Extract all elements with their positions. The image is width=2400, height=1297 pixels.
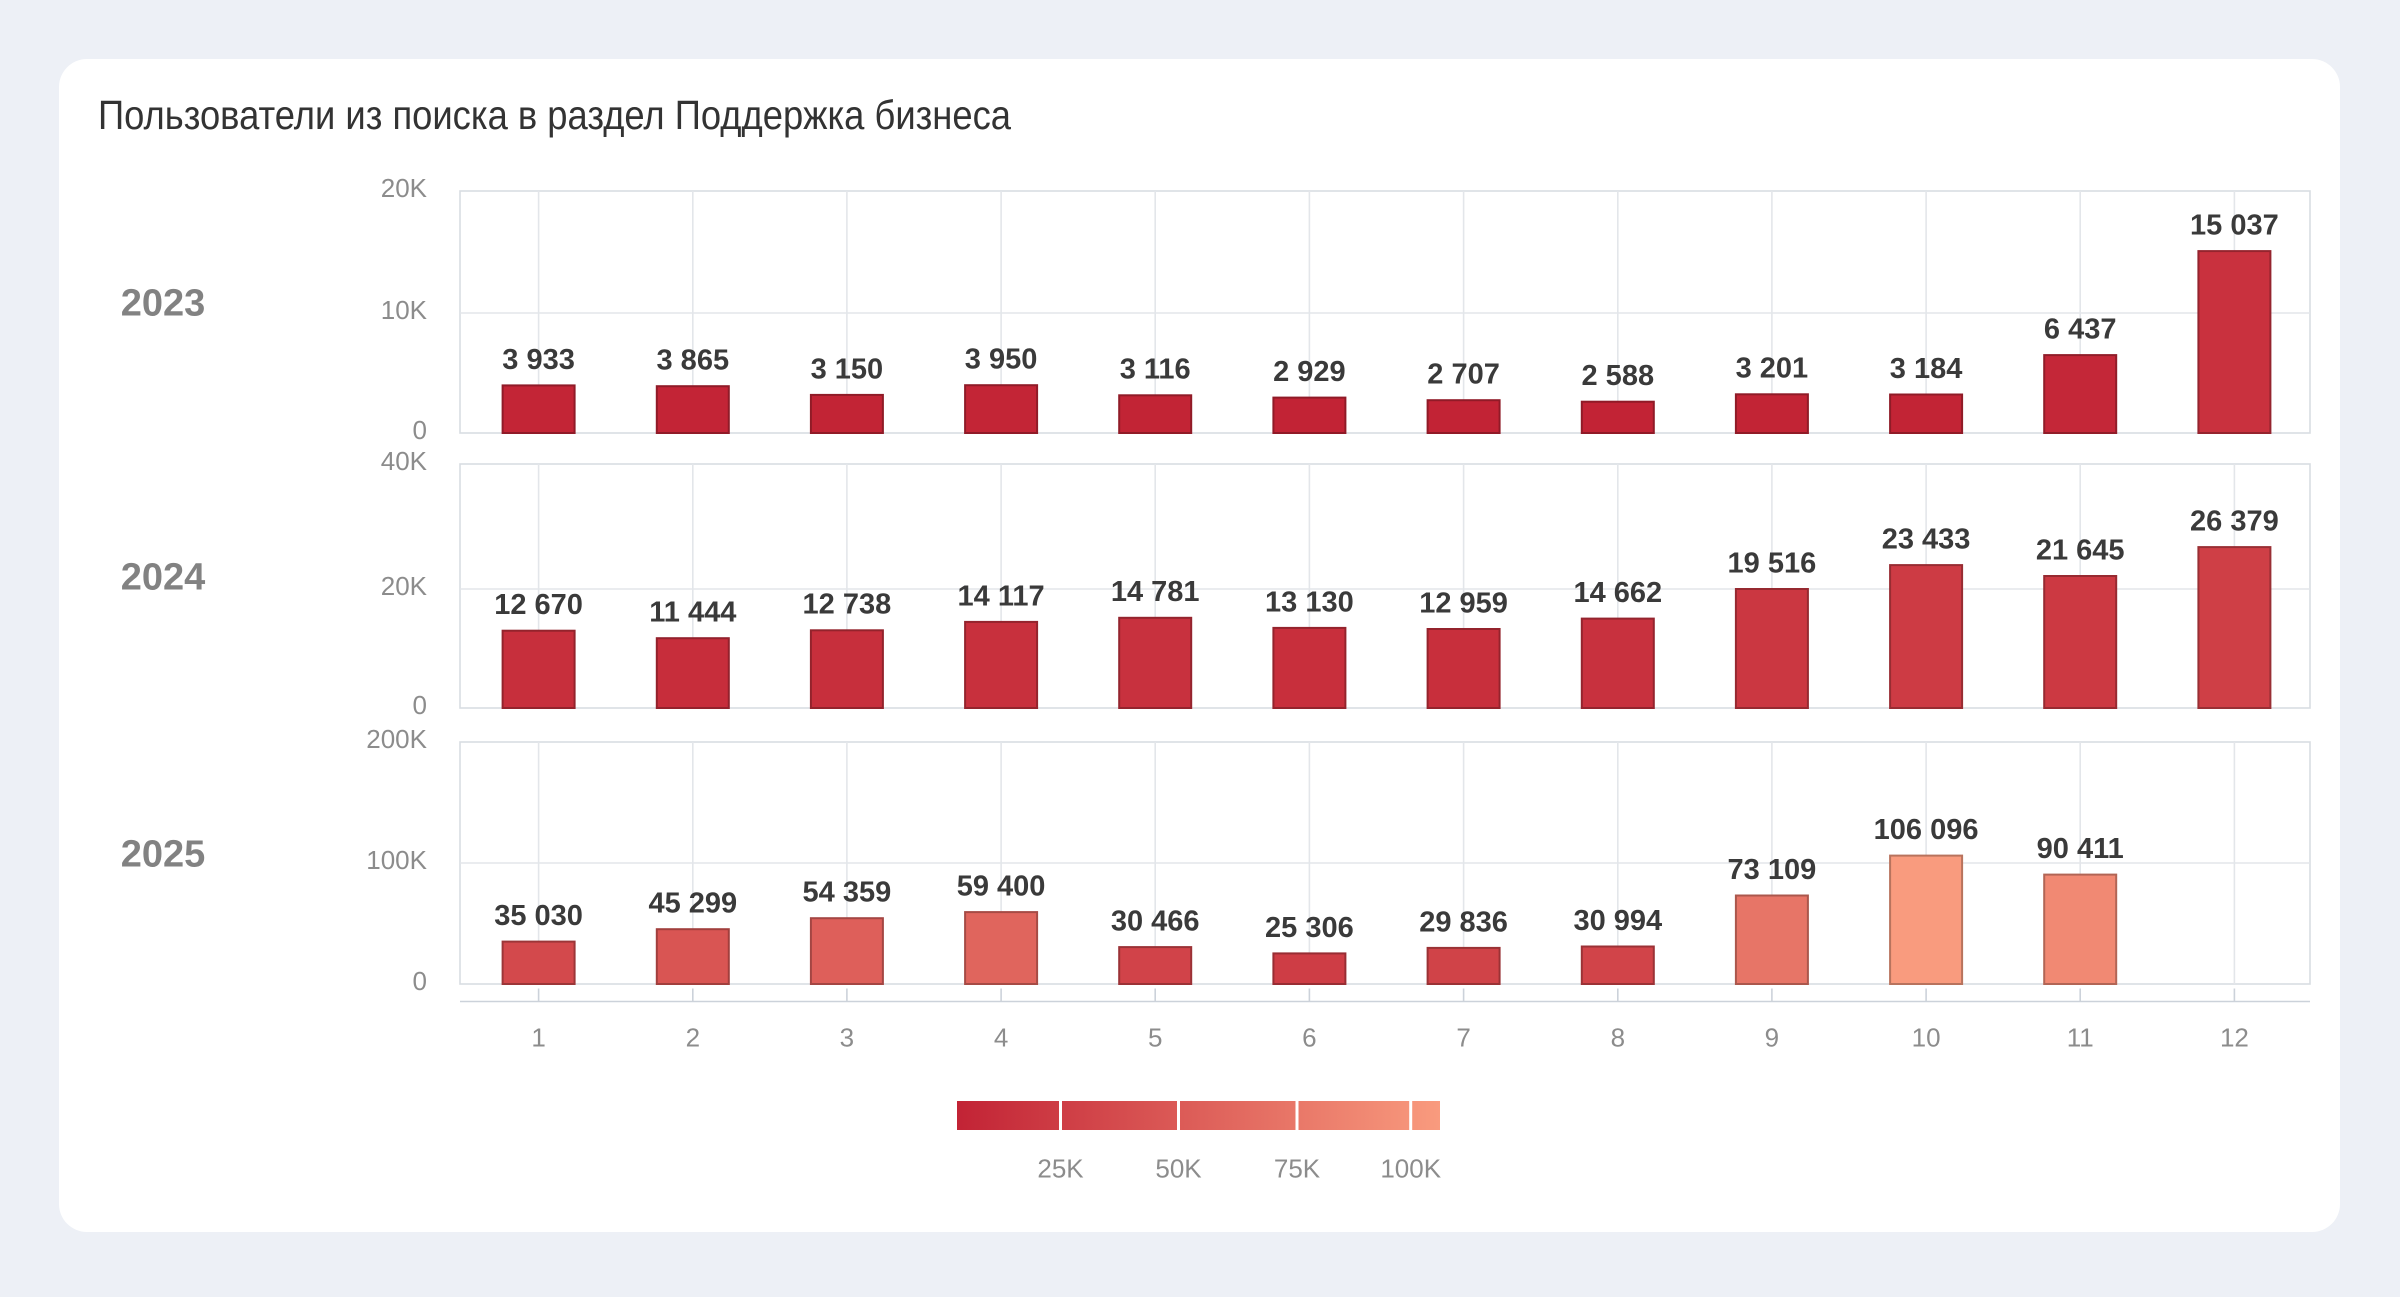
svg-text:90 411: 90 411 [2037, 833, 2124, 865]
svg-text:45 299: 45 299 [648, 888, 737, 920]
svg-text:100K: 100K [1380, 1153, 1441, 1183]
svg-text:3 201: 3 201 [1736, 353, 1809, 385]
svg-text:2023: 2023 [121, 283, 206, 325]
svg-text:100K: 100K [366, 845, 427, 875]
svg-text:4: 4 [994, 1022, 1008, 1052]
svg-text:2: 2 [686, 1022, 700, 1052]
svg-text:25 306: 25 306 [1265, 912, 1354, 944]
svg-text:0: 0 [413, 690, 427, 720]
svg-text:14 781: 14 781 [1111, 576, 1200, 608]
svg-text:21 645: 21 645 [2036, 534, 2125, 566]
svg-text:3 150: 3 150 [811, 353, 884, 385]
svg-text:12 670: 12 670 [494, 589, 583, 621]
svg-text:2025: 2025 [121, 834, 206, 876]
svg-text:29 836: 29 836 [1419, 906, 1508, 938]
svg-text:54 359: 54 359 [803, 877, 892, 909]
svg-text:13 130: 13 130 [1265, 586, 1354, 618]
svg-text:12 738: 12 738 [803, 589, 892, 621]
svg-text:12 959: 12 959 [1419, 587, 1508, 619]
svg-text:30 466: 30 466 [1111, 906, 1200, 938]
svg-text:25K: 25K [1037, 1153, 1084, 1183]
svg-text:59 400: 59 400 [957, 871, 1046, 903]
svg-text:20K: 20K [381, 173, 428, 203]
svg-text:40K: 40K [381, 446, 428, 476]
svg-text:8: 8 [1611, 1022, 1625, 1052]
svg-text:10: 10 [1912, 1022, 1941, 1052]
svg-text:106 096: 106 096 [1874, 814, 1979, 846]
svg-text:23 433: 23 433 [1882, 524, 1971, 556]
svg-text:14 117: 14 117 [958, 580, 1045, 612]
svg-text:73 109: 73 109 [1728, 854, 1817, 886]
svg-text:50K: 50K [1155, 1153, 1202, 1183]
svg-text:1: 1 [531, 1022, 545, 1052]
svg-text:14 662: 14 662 [1573, 577, 1662, 609]
svg-text:0: 0 [413, 966, 427, 996]
svg-text:10K: 10K [381, 295, 428, 325]
svg-text:26 379: 26 379 [2190, 506, 2279, 538]
svg-text:11 444: 11 444 [649, 597, 736, 629]
svg-text:2 707: 2 707 [1427, 359, 1500, 391]
svg-text:3 116: 3 116 [1120, 354, 1191, 386]
svg-text:2024: 2024 [121, 557, 206, 599]
svg-text:19 516: 19 516 [1728, 547, 1817, 579]
svg-text:5: 5 [1148, 1022, 1162, 1052]
svg-text:3: 3 [840, 1022, 854, 1052]
svg-text:Пользователи из поиска в разде: Пользователи из поиска в раздел Поддержк… [98, 92, 1011, 138]
svg-text:30 994: 30 994 [1573, 905, 1662, 937]
svg-text:7: 7 [1456, 1022, 1470, 1052]
svg-text:20K: 20K [381, 571, 428, 601]
svg-text:15 037: 15 037 [2190, 210, 2279, 242]
svg-text:6 437: 6 437 [2044, 314, 2117, 346]
svg-text:9: 9 [1765, 1022, 1779, 1052]
svg-text:2 929: 2 929 [1273, 356, 1346, 388]
svg-text:75K: 75K [1274, 1153, 1321, 1183]
svg-text:3 184: 3 184 [1890, 353, 1963, 385]
svg-text:200K: 200K [366, 724, 427, 754]
svg-text:11: 11 [2067, 1022, 2094, 1052]
svg-text:2 588: 2 588 [1582, 360, 1655, 392]
svg-text:3 933: 3 933 [502, 344, 575, 376]
svg-text:6: 6 [1302, 1022, 1316, 1052]
svg-text:3 865: 3 865 [657, 345, 730, 377]
svg-text:3 950: 3 950 [965, 344, 1038, 376]
svg-text:12: 12 [2220, 1022, 2249, 1052]
svg-text:0: 0 [413, 415, 427, 445]
svg-text:35 030: 35 030 [494, 900, 583, 932]
